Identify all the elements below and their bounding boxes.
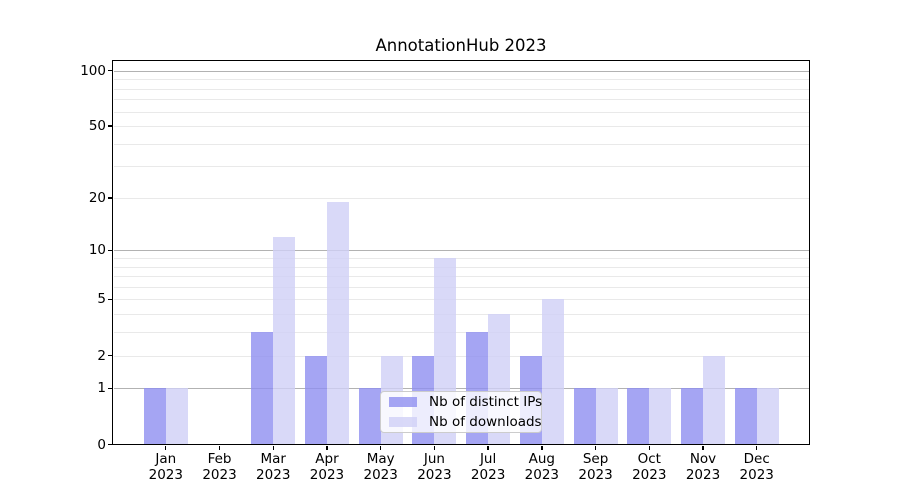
- x-tick: [272, 445, 274, 450]
- minor-gridline: [113, 143, 810, 145]
- y-tick-label: 5: [97, 291, 106, 308]
- x-tick-label: Oct 2023: [632, 451, 667, 483]
- y-tick-label: 0: [97, 436, 106, 453]
- minor-gridline: [113, 299, 810, 301]
- x-tick: [218, 445, 221, 450]
- bar-downloads: [702, 355, 725, 445]
- bar-downloads: [165, 388, 188, 445]
- x-tick-label: Mar 2023: [256, 451, 291, 483]
- major-gridline: [113, 70, 810, 72]
- legend-label-downloads: Nb of downloads: [429, 414, 542, 430]
- y-tick: [108, 125, 112, 127]
- minor-gridline: [113, 197, 810, 199]
- plot-area: [113, 62, 810, 445]
- x-tick-label: Jun 2023: [417, 451, 452, 483]
- x-tick: [702, 445, 704, 450]
- minor-gridline: [113, 276, 810, 278]
- x-tick-label: Nov 2023: [685, 451, 721, 483]
- bar-distinct-ips: [680, 388, 703, 445]
- x-tick: [541, 445, 543, 450]
- minor-gridline: [113, 126, 810, 128]
- y-tick-label: 1: [97, 380, 106, 397]
- bar-downloads: [273, 236, 296, 445]
- x-tick: [433, 445, 436, 450]
- x-tick: [326, 445, 328, 450]
- y-tick-label: 50: [88, 118, 106, 135]
- x-tick-label: Feb 2023: [202, 451, 237, 483]
- x-tick: [756, 445, 758, 450]
- legend-item-downloads: Nb of downloads: [389, 412, 542, 432]
- x-tick-label: Apr 2023: [309, 451, 345, 483]
- bar-downloads: [649, 388, 672, 445]
- y-tick-label: 10: [88, 242, 106, 259]
- minor-gridline: [113, 332, 810, 334]
- x-tick-label: Jan 2023: [148, 451, 183, 483]
- y-tick: [108, 387, 112, 390]
- minor-gridline: [113, 286, 810, 288]
- y-tick: [108, 298, 112, 301]
- y-tick-label: 20: [88, 189, 106, 206]
- bar-downloads: [756, 388, 779, 445]
- minor-gridline: [113, 166, 810, 168]
- bar-downloads: [326, 201, 349, 445]
- y-tick: [108, 197, 112, 199]
- y-tick: [108, 354, 112, 357]
- y-tick-label: 100: [80, 62, 106, 79]
- bar-downloads: [595, 388, 618, 445]
- bar-distinct-ips: [734, 388, 757, 445]
- x-tick: [648, 445, 650, 450]
- minor-gridline: [113, 88, 810, 90]
- major-gridline: [113, 388, 810, 390]
- minor-gridline: [113, 111, 810, 113]
- minor-gridline: [113, 99, 810, 101]
- x-tick-label: Jul 2023: [470, 451, 506, 483]
- bar-distinct-ips: [304, 355, 327, 445]
- minor-gridline: [113, 355, 810, 357]
- x-tick: [594, 445, 597, 450]
- bar-distinct-ips: [251, 332, 274, 445]
- legend-swatch-downloads: [389, 417, 417, 427]
- x-tick-label: May 2023: [363, 451, 398, 483]
- y-tick-label: 2: [97, 347, 106, 364]
- legend-label-distinct-ips: Nb of distinct IPs: [429, 394, 543, 410]
- y-tick: [108, 443, 112, 446]
- y-tick: [108, 249, 112, 251]
- chart-title: AnnotationHub 2023: [375, 36, 547, 55]
- x-tick: [487, 445, 489, 450]
- legend: Nb of distinct IPs Nb of downloads: [380, 391, 542, 433]
- bar-distinct-ips: [627, 388, 650, 445]
- legend-swatch-distinct-ips: [389, 397, 417, 407]
- y-tick: [108, 69, 112, 72]
- x-tick: [165, 445, 167, 450]
- bar-distinct-ips: [358, 388, 381, 445]
- x-tick: [379, 445, 382, 450]
- x-tick-label: Aug 2023: [524, 451, 559, 483]
- bar-distinct-ips: [573, 388, 596, 445]
- x-tick-label: Dec 2023: [739, 451, 774, 483]
- major-gridline: [113, 250, 810, 252]
- minor-gridline: [113, 266, 810, 268]
- minor-gridline: [113, 257, 810, 259]
- bar-downloads: [541, 299, 564, 445]
- bar-distinct-ips: [143, 388, 166, 445]
- minor-gridline: [113, 314, 810, 316]
- x-tick-label: Sep 2023: [578, 451, 613, 483]
- minor-gridline: [113, 79, 810, 81]
- legend-item-distinct-ips: Nb of distinct IPs: [389, 392, 542, 412]
